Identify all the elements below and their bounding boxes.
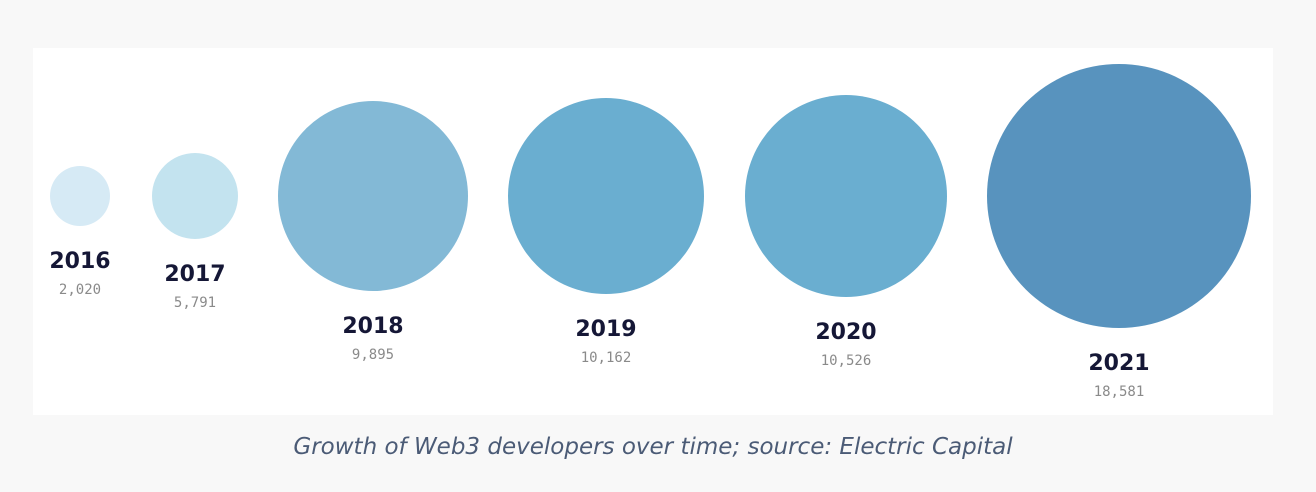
value-label-2016: 2,020 xyxy=(59,282,101,298)
bubble-2018 xyxy=(278,101,468,291)
bubble-chart: 2016 2,020 2017 5,791 2018 9,895 2019 10,162 202… xyxy=(49,64,1251,400)
value-label-2020: 10,526 xyxy=(821,353,872,369)
year-label-2016: 2016 xyxy=(49,249,110,274)
year-label-2021: 2021 xyxy=(1088,351,1149,376)
bubble-2020 xyxy=(745,95,947,297)
year-label-2017: 2017 xyxy=(164,262,225,287)
bubble-2019 xyxy=(508,98,704,294)
year-label-2020: 2020 xyxy=(815,320,876,345)
chart-caption: Growth of Web3 developers over time; sou… xyxy=(293,434,1013,460)
value-label-2018: 9,895 xyxy=(352,347,394,363)
bubble-2016 xyxy=(50,166,110,226)
year-label-2018: 2018 xyxy=(342,314,403,339)
value-label-2021: 18,581 xyxy=(1094,384,1145,400)
year-label-2019: 2019 xyxy=(575,317,636,342)
value-label-2019: 10,162 xyxy=(581,350,632,366)
bubble-2017 xyxy=(152,153,238,239)
bubble-2021 xyxy=(987,64,1251,328)
value-label-2017: 5,791 xyxy=(174,295,216,311)
